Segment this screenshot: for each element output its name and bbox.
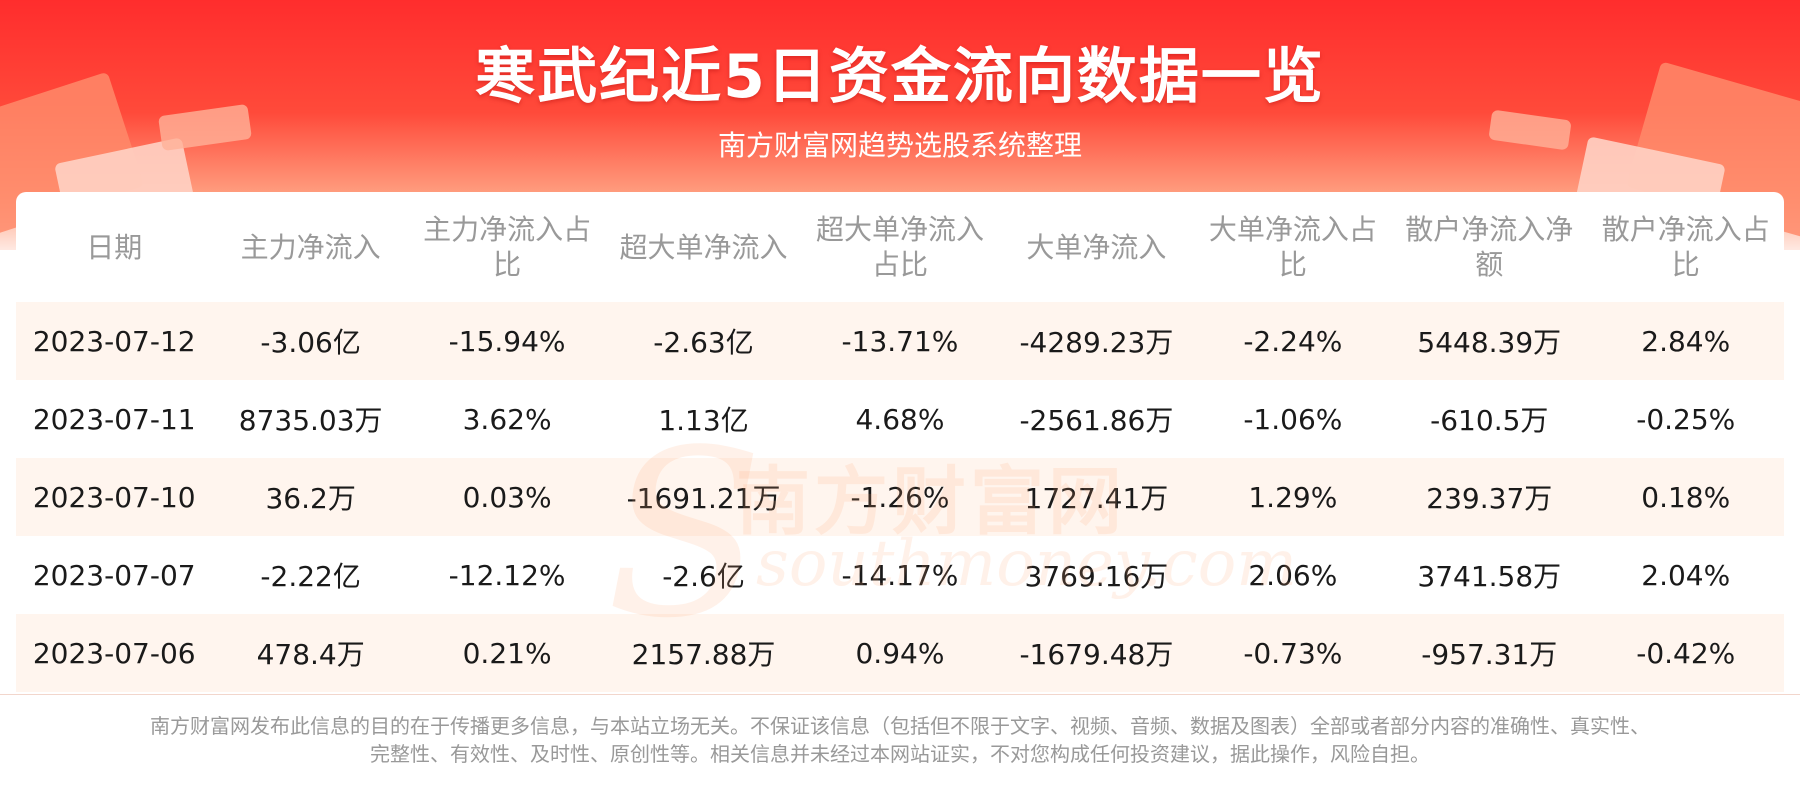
table-cell: 2023-07-10 bbox=[16, 458, 213, 536]
table-cell: 1727.41万 bbox=[998, 458, 1195, 536]
table-row: 2023-07-11 8735.03万 3.62% 1.13亿 4.68% -2… bbox=[16, 380, 1784, 458]
table-cell: -15.94% bbox=[408, 302, 606, 380]
table-cell: 478.4万 bbox=[212, 614, 409, 692]
column-header: 日期 bbox=[86, 230, 143, 264]
table-cell: -1.26% bbox=[801, 458, 999, 536]
table-cell: 2.04% bbox=[1587, 536, 1784, 614]
table-cell: -2.24% bbox=[1194, 302, 1392, 380]
table-header-row: 日期 主力净流入 主力净流入占比 超大单净流入 超大单净流入占比 大单净流入 大… bbox=[16, 192, 1784, 302]
table-cell: -957.31万 bbox=[1391, 614, 1588, 692]
table-cell: 1.29% bbox=[1194, 458, 1392, 536]
table-cell: 2023-07-06 bbox=[16, 614, 213, 692]
page-title: 寒武纪近5日资金流向数据一览 bbox=[475, 42, 1325, 112]
table-cell: -1691.21万 bbox=[605, 458, 802, 536]
disclaimer-line: 完整性、有效性、及时性、原创性等。相关信息并未经过本网站证实，不对您构成任何投资… bbox=[370, 742, 1430, 766]
table-cell: 2157.88万 bbox=[605, 614, 802, 692]
data-card: 日期 主力净流入 主力净流入占比 超大单净流入 超大单净流入占比 大单净流入 大… bbox=[16, 192, 1784, 692]
table-cell: 4.68% bbox=[801, 380, 999, 458]
table-cell: -610.5万 bbox=[1391, 380, 1588, 458]
column-header: 散户净流入净额 bbox=[1405, 213, 1574, 281]
table-cell: 5448.39万 bbox=[1391, 302, 1588, 380]
disclaimer: 南方财富网发布此信息的目的在于传播更多信息，与本站立场无关。不保证该信息（包括但… bbox=[40, 712, 1760, 768]
table-row: 2023-07-06 478.4万 0.21% 2157.88万 0.94% -… bbox=[16, 614, 1784, 692]
table-cell: 2023-07-11 bbox=[16, 380, 213, 458]
table-row: 2023-07-10 36.2万 0.03% -1691.21万 -1.26% … bbox=[16, 458, 1784, 536]
table-cell: 3741.58万 bbox=[1391, 536, 1588, 614]
table-cell: 2.84% bbox=[1587, 302, 1784, 380]
column-header: 大单净流入 bbox=[1026, 230, 1167, 264]
table-cell: 36.2万 bbox=[212, 458, 409, 536]
table-cell: 3.62% bbox=[408, 380, 606, 458]
table-cell: -2.22亿 bbox=[212, 536, 409, 614]
table-cell: 1.13亿 bbox=[605, 380, 802, 458]
column-header: 大单净流入占比 bbox=[1208, 213, 1377, 281]
table-cell: -13.71% bbox=[801, 302, 999, 380]
table-cell: -2.63亿 bbox=[605, 302, 802, 380]
table-row: 2023-07-07 -2.22亿 -12.12% -2.6亿 -14.17% … bbox=[16, 536, 1784, 614]
table-cell: 2.06% bbox=[1194, 536, 1392, 614]
table-cell: 2023-07-07 bbox=[16, 536, 213, 614]
table-cell: -12.12% bbox=[408, 536, 606, 614]
table-cell: 8735.03万 bbox=[212, 380, 409, 458]
table-cell: -3.06亿 bbox=[212, 302, 409, 380]
table-cell: -2.6亿 bbox=[605, 536, 802, 614]
table-cell: 239.37万 bbox=[1391, 458, 1588, 536]
divider bbox=[0, 694, 1800, 695]
column-header: 超大单净流入占比 bbox=[815, 213, 984, 281]
table-cell: -0.42% bbox=[1587, 614, 1784, 692]
table-cell: 2023-07-12 bbox=[16, 302, 213, 380]
table-cell: -1.06% bbox=[1194, 380, 1392, 458]
column-header: 主力净流入占比 bbox=[423, 213, 592, 281]
fund-flow-table: 日期 主力净流入 主力净流入占比 超大单净流入 超大单净流入占比 大单净流入 大… bbox=[16, 192, 1784, 692]
table-cell: 0.18% bbox=[1587, 458, 1784, 536]
table-cell: 0.03% bbox=[408, 458, 606, 536]
table-row: 2023-07-12 -3.06亿 -15.94% -2.63亿 -13.71%… bbox=[16, 302, 1784, 380]
table-cell: -4289.23万 bbox=[998, 302, 1195, 380]
table-cell: -0.73% bbox=[1194, 614, 1392, 692]
table-cell: -0.25% bbox=[1587, 380, 1784, 458]
table-cell: -14.17% bbox=[801, 536, 999, 614]
table-cell: 3769.16万 bbox=[998, 536, 1195, 614]
column-header: 散户净流入占比 bbox=[1601, 213, 1770, 281]
column-header: 超大单净流入 bbox=[619, 230, 788, 264]
table-cell: 0.94% bbox=[801, 614, 999, 692]
table-cell: -2561.86万 bbox=[998, 380, 1195, 458]
column-header: 主力净流入 bbox=[240, 230, 381, 264]
page-subtitle: 南方财富网趋势选股系统整理 bbox=[717, 129, 1082, 162]
disclaimer-line: 南方财富网发布此信息的目的在于传播更多信息，与本站立场无关。不保证该信息（包括但… bbox=[150, 714, 1650, 738]
table-cell: 0.21% bbox=[408, 614, 606, 692]
table-cell: -1679.48万 bbox=[998, 614, 1195, 692]
